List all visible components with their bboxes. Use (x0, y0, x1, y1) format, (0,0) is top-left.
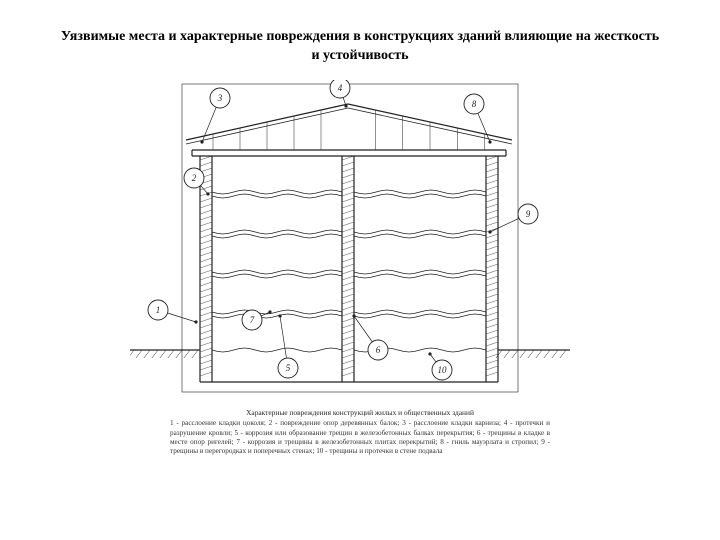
caption-body: 1 - расслоение кладки цоколя; 2 - повреж… (170, 419, 550, 456)
svg-text:9: 9 (526, 209, 531, 219)
svg-text:1: 1 (156, 305, 161, 315)
svg-text:3: 3 (217, 93, 223, 103)
svg-text:5: 5 (286, 363, 291, 373)
diagram-svg: 1 2 3 4 5 6 7 8 9 10 (130, 80, 570, 400)
svg-text:4: 4 (338, 83, 343, 93)
caption-block: Характерные повреждения конструкций жилы… (170, 408, 550, 456)
svg-text:7: 7 (250, 315, 255, 325)
svg-text:6: 6 (376, 345, 381, 355)
svg-text:2: 2 (192, 173, 197, 183)
building-section-diagram: 1 2 3 4 5 6 7 8 9 10 (130, 80, 570, 400)
svg-text:8: 8 (472, 99, 477, 109)
page-title: Уязвимые места и характерные повреждения… (60, 28, 660, 66)
caption-title: Характерные повреждения конструкций жилы… (170, 408, 550, 417)
svg-text:10: 10 (438, 365, 448, 375)
